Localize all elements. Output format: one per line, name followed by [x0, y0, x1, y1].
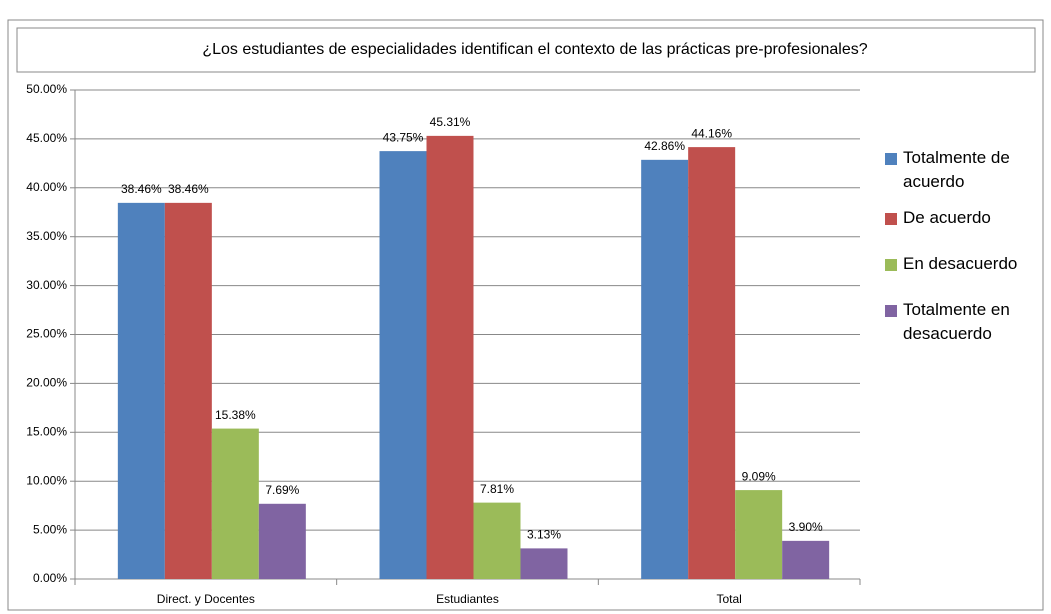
data-label: 43.75%	[383, 130, 424, 144]
bar	[735, 490, 783, 579]
y-tick-label: 0.00%	[33, 571, 67, 585]
y-tick-label: 25.00%	[26, 327, 67, 341]
x-tick-label: Estudiantes	[436, 592, 499, 606]
chart-title: ¿Los estudiantes de especialidades ident…	[202, 41, 867, 58]
y-tick-label: 45.00%	[26, 131, 67, 145]
data-label: 45.31%	[430, 115, 471, 129]
legend-label: En desacuerdo	[903, 254, 1018, 273]
x-tick-label: Direct. y Docentes	[157, 592, 255, 606]
legend-swatch	[885, 259, 897, 271]
x-tick-label: Total	[716, 592, 741, 606]
data-label: 38.46%	[121, 182, 162, 196]
bar	[164, 202, 212, 579]
legend-item: Totalmente de acuerdo	[885, 146, 1045, 194]
legend-swatch	[885, 153, 897, 165]
legend-swatch	[885, 213, 897, 225]
data-label: 3.90%	[789, 520, 823, 534]
bar	[211, 428, 259, 579]
legend-item: Totalmente en desacuerdo	[885, 298, 1045, 346]
data-label: 44.16%	[691, 126, 732, 140]
legend-item: En desacuerdo	[885, 252, 1045, 276]
y-tick-label: 30.00%	[26, 278, 67, 292]
legend-label: Totalmente de acuerdo	[903, 148, 1010, 191]
data-label: 42.86%	[644, 139, 685, 153]
bar	[473, 502, 521, 579]
data-label: 15.38%	[215, 408, 256, 422]
legend: Totalmente de acuerdo De acuerdo En desacu…	[885, 146, 1045, 346]
y-tick-label: 10.00%	[26, 473, 67, 487]
bar	[641, 159, 689, 579]
legend-label: De acuerdo	[903, 208, 991, 227]
bar	[782, 540, 830, 579]
bar	[258, 503, 306, 579]
y-tick-label: 50.00%	[26, 82, 67, 96]
data-label: 7.81%	[480, 482, 514, 496]
bar	[379, 151, 427, 579]
data-label: 7.69%	[265, 483, 299, 497]
bar	[117, 202, 165, 579]
y-tick-label: 5.00%	[33, 522, 67, 536]
bar	[688, 147, 736, 579]
y-tick-label: 35.00%	[26, 229, 67, 243]
y-tick-label: 15.00%	[26, 424, 67, 438]
y-tick-label: 20.00%	[26, 376, 67, 390]
legend-label: Totalmente en desacuerdo	[903, 300, 1010, 343]
title-box	[16, 27, 1036, 73]
legend-swatch	[885, 305, 897, 317]
bar	[520, 548, 568, 579]
y-tick-label: 40.00%	[26, 180, 67, 194]
data-label: 3.13%	[527, 528, 561, 542]
data-label: 38.46%	[168, 182, 209, 196]
data-label: 9.09%	[742, 469, 776, 483]
legend-item: De acuerdo	[885, 206, 1045, 230]
bar	[426, 135, 474, 579]
